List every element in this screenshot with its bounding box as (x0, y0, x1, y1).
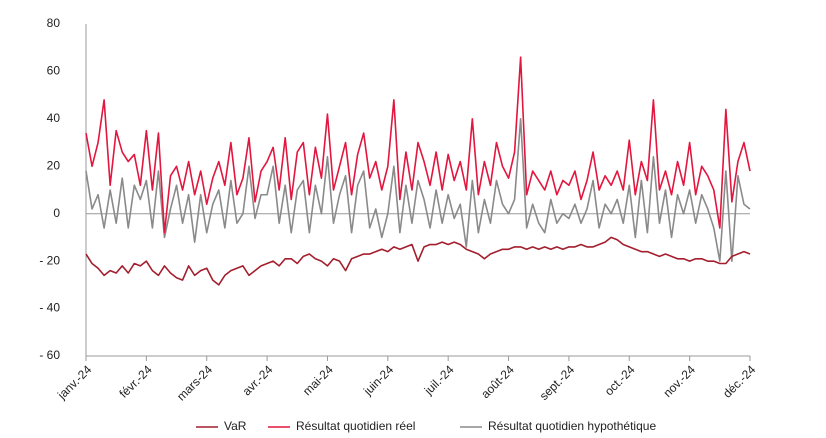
series-line (85, 236, 751, 286)
legend-label: Résultat quotidien hypothétique (488, 419, 656, 433)
legend-label: Résultat quotidien réel (296, 419, 415, 433)
y-tick-label: 80 (47, 16, 61, 30)
x-tick-label: mars-24 (174, 362, 215, 403)
x-tick-label: juil.-24 (421, 362, 457, 398)
x-tick-label: mai-24 (300, 362, 336, 398)
x-tick-label: nov.-24 (660, 362, 698, 400)
x-tick-label: sept.-24 (537, 362, 578, 403)
legend-label: VaR (224, 419, 247, 433)
y-tick-label: 20 (47, 158, 61, 172)
x-tick-label: oct.-24 (602, 362, 638, 398)
y-tick-label: - 60 (39, 348, 60, 362)
x-tick-label: janv.-24 (54, 362, 94, 402)
y-tick-label: - 20 (39, 253, 60, 267)
x-tick-label: févr.-24 (117, 362, 155, 400)
y-tick-label: - 40 (39, 301, 60, 315)
y-tick-label: 40 (47, 111, 61, 125)
x-tick-label: déc.-24 (720, 362, 758, 400)
legend: VaR Résultat quotidien réel Résultat quoti… (196, 419, 656, 433)
series-line (85, 56, 751, 234)
y-tick-label: 0 (53, 206, 60, 220)
x-tick-label: avr.-24 (240, 362, 276, 398)
x-tick-label: juin-24 (360, 362, 396, 398)
series-line (85, 118, 751, 262)
y-tick-label: 60 (47, 64, 61, 78)
x-tick-label: août-24 (478, 362, 517, 401)
